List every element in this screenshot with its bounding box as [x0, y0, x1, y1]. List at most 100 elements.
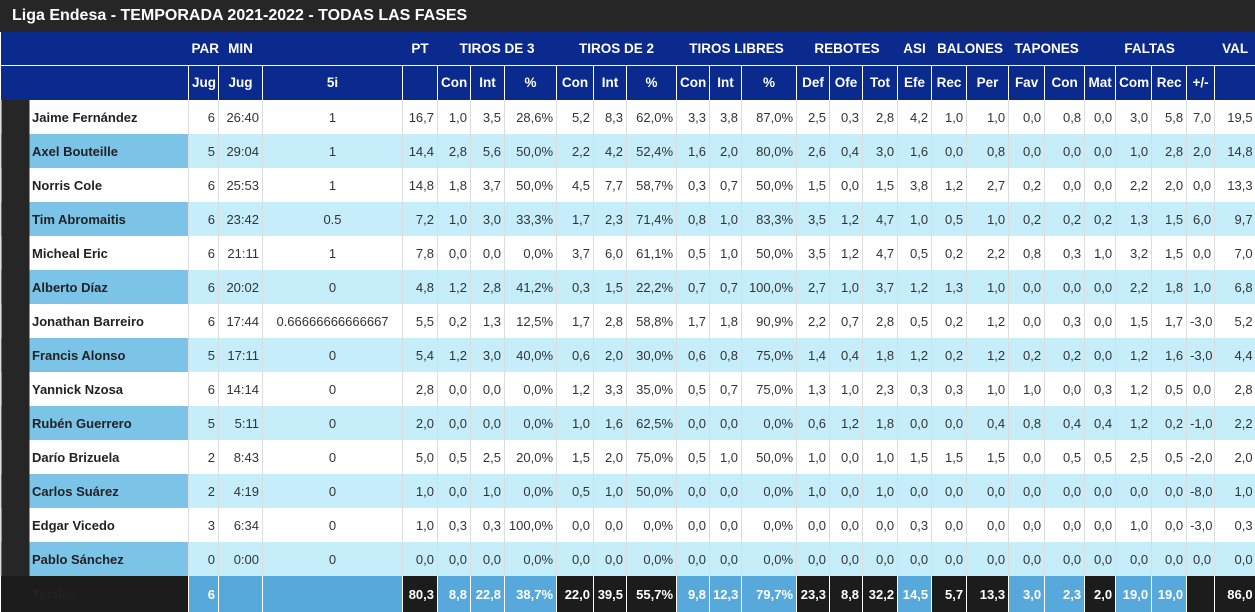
stat-cell: 0,0 — [676, 508, 710, 542]
player-row: Micheal Eric 6 21:11 1 7,8 0,0 0,0 0,0% 3,7 6,0 61… — [0, 236, 1255, 270]
stat-cell: 6 — [188, 100, 219, 134]
stat-cell: 50,0% — [503, 134, 557, 168]
totals-label: Totales — [0, 576, 189, 612]
totals-cell: 9,8 — [676, 576, 710, 612]
stat-cell: 0,3 — [897, 508, 932, 542]
stat-cell: 0,3 — [437, 508, 471, 542]
stat-cell: 0,8 — [966, 134, 1009, 168]
stat-cell: 1,3 — [1115, 202, 1152, 236]
stat-cell: 2,2 — [966, 236, 1009, 270]
stat-cell: 1,0 — [593, 474, 627, 508]
stat-cell: 6 — [188, 270, 219, 304]
stat-cell: -3,0 — [1186, 508, 1215, 542]
stat-cell: 2,0 — [709, 134, 742, 168]
column-header: Con — [1044, 64, 1085, 100]
stat-cell: 0,7 — [709, 372, 742, 406]
stat-cell: 1,0 — [931, 100, 967, 134]
stat-cell: 1,7 — [556, 304, 594, 338]
stat-cell: 0,2 — [1008, 338, 1045, 372]
totals-cell: 86,0 — [1214, 576, 1255, 612]
stat-cell: 2,0 — [402, 406, 438, 440]
stat-cell: 50,0% — [626, 474, 677, 508]
stat-cell: 75,0% — [626, 440, 677, 474]
stat-cell: 1,2 — [829, 202, 863, 236]
stat-cell: 1,6 — [897, 134, 932, 168]
stat-cell: 0,7 — [709, 168, 742, 202]
stat-cell: 1,3 — [931, 270, 967, 304]
stat-cell: 0,0 — [402, 542, 438, 576]
stat-cell: 4,7 — [862, 202, 898, 236]
stat-cell: 0,5 — [897, 304, 932, 338]
stat-cell: 4,4 — [1214, 338, 1255, 372]
stat-cell: 6,0 — [593, 236, 627, 270]
stat-cell: 0 — [262, 542, 403, 576]
stat-cell: 0,0 — [676, 542, 710, 576]
stat-cell: 2,8 — [593, 304, 627, 338]
stat-cell: 1,7 — [556, 202, 594, 236]
stat-cell: 1,3 — [796, 372, 830, 406]
stat-cell: 0,5 — [676, 440, 710, 474]
stat-cell: 1,5 — [897, 440, 932, 474]
stat-cell: 0,8 — [709, 338, 742, 372]
stat-cell: 0,0 — [470, 406, 505, 440]
stat-cell: 6,8 — [1214, 270, 1255, 304]
stat-cell: 12,5% — [503, 304, 557, 338]
stat-cell: 4,7 — [862, 236, 898, 270]
column-header: Int — [593, 64, 627, 100]
stat-cell: 3,3 — [593, 372, 627, 406]
stat-cell: 50,0% — [741, 168, 797, 202]
stat-cell: 0:00 — [218, 542, 263, 576]
player-row: Axel Bouteille 5 29:04 1 14,4 2,8 5,6 50,0% 2,2 4… — [0, 134, 1255, 168]
stat-cell: 0,8 — [1008, 236, 1045, 270]
stat-cell: 33,3% — [503, 202, 557, 236]
stat-cell: 0,0 — [470, 372, 505, 406]
stat-cell: 30,0% — [626, 338, 677, 372]
stat-cell: 1,2 — [931, 168, 967, 202]
stat-cell: 0,5 — [1084, 440, 1116, 474]
column-header: % — [626, 64, 677, 100]
stat-cell: 17:11 — [218, 338, 263, 372]
stat-cell: 6 — [188, 304, 219, 338]
stat-cell: 1,0 — [829, 270, 863, 304]
stat-cell: 25:53 — [218, 168, 263, 202]
stat-cell: 0,0 — [862, 542, 898, 576]
stat-cell: 0,0 — [966, 542, 1009, 576]
stat-cell: 14,8 — [1214, 134, 1255, 168]
column-header: Mat — [1084, 64, 1116, 100]
stat-cell: 1,2 — [1115, 338, 1152, 372]
player-row: Pablo Sánchez 0 0:00 0 0,0 0,0 0,0 0,0% 0,0 0,0 0,… — [0, 542, 1255, 576]
stat-cell: 7,8 — [402, 236, 438, 270]
stat-cell: 2,2 — [1115, 270, 1152, 304]
stat-cell: 1,5 — [593, 270, 627, 304]
stat-cell: 0.66666666666667 — [262, 304, 403, 338]
stat-cell: 1,6 — [1151, 338, 1187, 372]
stat-cell: 0,0 — [1008, 270, 1045, 304]
stat-cell: 1 — [262, 168, 403, 202]
stat-cell: 4,2 — [897, 100, 932, 134]
stat-cell: 1,0 — [1084, 236, 1116, 270]
column-header: Per — [966, 64, 1009, 100]
stat-cell: 0,0 — [470, 236, 505, 270]
stat-cell: 5,2 — [1214, 304, 1255, 338]
stat-cell: 0,0 — [1186, 236, 1215, 270]
player-name: Francis Alonso — [0, 338, 189, 372]
stat-cell: 0 — [262, 372, 403, 406]
stat-cell: 1,8 — [709, 304, 742, 338]
stat-cell: 4,2 — [593, 134, 627, 168]
stat-cell: 17:44 — [218, 304, 263, 338]
group-header: BALONES — [937, 40, 1004, 56]
stat-cell: 0,0 — [1044, 270, 1085, 304]
player-name: Axel Bouteille — [0, 134, 189, 168]
stat-cell: 2,2 — [556, 134, 594, 168]
stat-cell: 0,0% — [503, 406, 557, 440]
stat-cell: 2,8 — [862, 100, 898, 134]
stat-cell: 6 — [188, 202, 219, 236]
stat-cell: 0,3 — [897, 372, 932, 406]
stat-cell: 0,2 — [437, 304, 471, 338]
stat-cell: 0,7 — [709, 270, 742, 304]
stat-cell: 80,0% — [741, 134, 797, 168]
player-row: Carlos Suárez 2 4:19 0 1,0 0,0 1,0 0,0% 0,5 1,0 50… — [0, 474, 1255, 508]
stat-cell: 0,0% — [741, 406, 797, 440]
stat-cell: 1,0 — [966, 372, 1009, 406]
